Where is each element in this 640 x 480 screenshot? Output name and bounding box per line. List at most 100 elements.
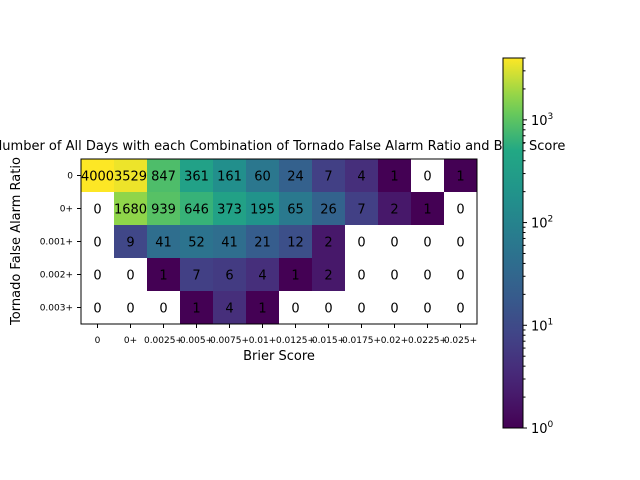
cell-value-label: 4 (357, 170, 365, 185)
heatmap-cell (180, 258, 214, 292)
heatmap-cell (180, 192, 214, 226)
heatmap-cell (444, 159, 478, 193)
heatmap-cell (114, 258, 148, 292)
heatmap-cell (279, 291, 313, 325)
cell-value-label: 0 (456, 203, 464, 218)
heatmap-cell (444, 192, 478, 226)
cell-value-label: 4000 (81, 170, 114, 185)
cell-value-label: 646 (184, 203, 209, 218)
y-tick-label: 0+ (60, 205, 73, 215)
x-tick-label: 0.01+ (249, 336, 277, 346)
colorbar-tick-label: 100 (531, 420, 554, 437)
cell-value-label: 26 (320, 203, 337, 218)
colorbar-tick-label: 102 (531, 215, 553, 232)
heatmap-cell (345, 192, 379, 226)
cell-value-label: 0 (324, 302, 332, 317)
heatmap-cell (81, 192, 115, 226)
heatmap-cell (180, 159, 214, 193)
cell-value-label: 41 (155, 236, 172, 251)
heatmap-cell (213, 291, 247, 325)
cell-value-label: 4 (225, 302, 233, 317)
heatmap-cell (378, 258, 412, 292)
cell-value-label: 4 (258, 269, 266, 284)
cell-value-label: 0 (456, 269, 464, 284)
heatmap-cell (312, 192, 346, 226)
y-axis-ticks: 0 0+ 0.001+ 0.002+ 0.003+ (40, 172, 81, 314)
heatmap-cell (444, 291, 478, 325)
heatmap-cell (279, 192, 313, 226)
cell-value-label: 24 (287, 170, 304, 185)
heatmap-cell (114, 159, 148, 193)
cell-value-label: 60 (254, 170, 271, 185)
x-tick-label: 0 (95, 336, 101, 346)
cell-value-label: 847 (151, 170, 176, 185)
cell-value-label: 52 (188, 236, 205, 251)
heatmap-cell (246, 291, 280, 325)
cell-value-label: 1 (258, 302, 266, 317)
colorbar-tick-label: 103 (531, 112, 553, 129)
x-tick-label: 0.0025+ (144, 336, 183, 346)
heatmap-cell (213, 225, 247, 259)
cell-value-label: 0 (456, 236, 464, 251)
x-tick-label: 0.015+ (312, 336, 345, 346)
heatmap-cell (312, 291, 346, 325)
cell-value-label: 0 (456, 302, 464, 317)
cell-value-label: 7 (324, 170, 332, 185)
heatmap-cell (411, 258, 445, 292)
cell-value-label: 41 (221, 236, 238, 251)
heatmap-cell (246, 225, 280, 259)
cell-value-label: 0 (126, 269, 134, 284)
heatmap-cell (345, 291, 379, 325)
cell-value-label: 195 (250, 203, 275, 218)
cell-value-label: 0 (423, 302, 431, 317)
heatmap-cell (411, 192, 445, 226)
heatmap-cell (279, 159, 313, 193)
heatmap-cell (279, 258, 313, 292)
heatmap-cell (312, 225, 346, 259)
heatmap-cell (378, 159, 412, 193)
cell-value-label: 0 (126, 302, 134, 317)
cell-value-label: 9 (126, 236, 134, 251)
heatmap-cell (378, 192, 412, 226)
heatmap-cell (81, 291, 115, 325)
cell-value-label: 12 (287, 236, 304, 251)
x-tick-label: 0.005+ (180, 336, 213, 346)
cell-value-label: 0 (423, 170, 431, 185)
colorbar (502, 57, 524, 429)
x-tick-label: 0.0175+ (342, 336, 381, 346)
cell-value-label: 2 (324, 269, 332, 284)
heatmap-cell (246, 159, 280, 193)
heatmap-cell (312, 159, 346, 193)
heatmap-cell (147, 291, 181, 325)
heatmap-cell (345, 258, 379, 292)
heatmap-cell (114, 192, 148, 226)
x-tick-label: 0+ (124, 336, 137, 346)
cell-value-label: 0 (423, 269, 431, 284)
heatmap-cell (147, 225, 181, 259)
y-axis-label: Tornado False Alarm Ratio (9, 157, 24, 326)
cell-value-label: 0 (93, 203, 101, 218)
heatmap-cell (180, 225, 214, 259)
cell-value-label: 2 (390, 203, 398, 218)
heatmap-cell (411, 291, 445, 325)
heatmap-cell (147, 159, 181, 193)
cell-value-label: 7 (192, 269, 200, 284)
heatmap-cells (81, 159, 478, 325)
cell-value-label: 7 (357, 203, 365, 218)
chart-title: Number of All Days with each Combination… (0, 139, 565, 154)
heatmap-cell (345, 159, 379, 193)
heatmap-cell (213, 258, 247, 292)
cell-value-label: 0 (357, 269, 365, 284)
heatmap-cell (81, 225, 115, 259)
cell-value-label: 3529 (114, 170, 147, 185)
cell-value-label: 21 (254, 236, 271, 251)
cell-value-label: 0 (390, 236, 398, 251)
cell-value-label: 0 (390, 302, 398, 317)
cell-value-label: 0 (159, 302, 167, 317)
cell-value-label: 1 (291, 269, 299, 284)
y-tick-label: 0.002+ (40, 271, 73, 281)
x-axis-ticks: 0 0+ 0.0025+0.005+0.0075+ 0.01+ 0.0125+0.015… (95, 324, 477, 346)
heatmap-cell (180, 291, 214, 325)
cell-value-label: 1 (159, 269, 167, 284)
